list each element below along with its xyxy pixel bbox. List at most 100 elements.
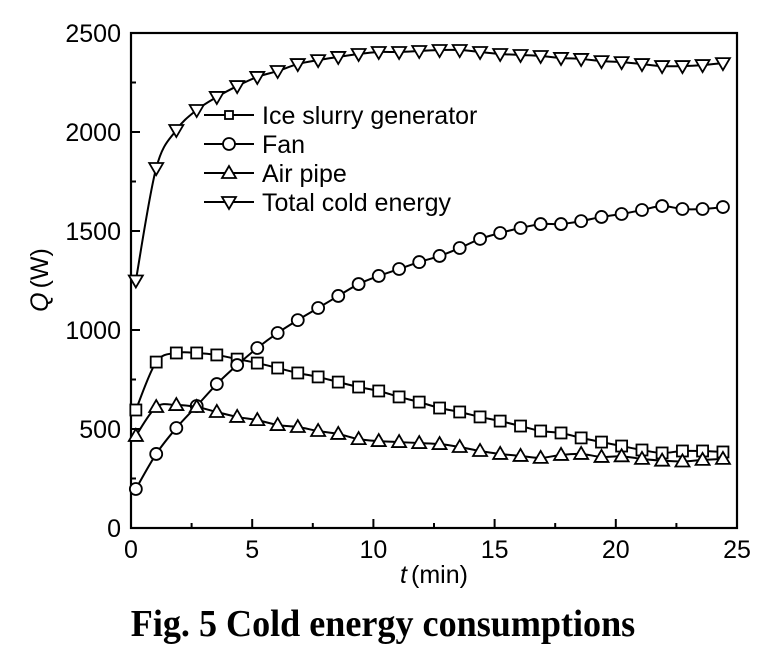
data-point-total-cold-energy bbox=[248, 71, 266, 86]
data-point-air-pipe bbox=[269, 416, 287, 431]
data-point-air-pipe bbox=[592, 448, 611, 463]
data-point-total-cold-energy bbox=[370, 46, 388, 61]
data-point-total-cold-energy bbox=[289, 58, 307, 73]
series-group bbox=[127, 44, 732, 496]
data-point-fan bbox=[149, 447, 164, 461]
y-tick-label: 1500 bbox=[65, 218, 121, 246]
data-point-fan bbox=[270, 326, 285, 340]
data-point-total-cold-energy bbox=[228, 80, 246, 95]
data-point-total-cold-energy bbox=[653, 60, 671, 75]
legend-marker-total-cold-energy bbox=[220, 196, 238, 211]
data-point-fan bbox=[169, 421, 184, 435]
data-point-air-pipe bbox=[228, 408, 246, 423]
data-point-total-cold-energy bbox=[714, 57, 732, 72]
data-point-ice-slurry-generator bbox=[574, 431, 588, 445]
data-point-air-pipe bbox=[572, 445, 590, 460]
data-point-air-pipe bbox=[633, 450, 651, 465]
data-point-ice-slurry-generator bbox=[190, 346, 204, 360]
data-point-fan bbox=[574, 214, 589, 229]
data-point-ice-slurry-generator bbox=[372, 384, 386, 398]
data-point-total-cold-energy bbox=[208, 91, 226, 106]
data-point-total-cold-energy bbox=[491, 48, 509, 63]
data-point-ice-slurry-generator bbox=[514, 419, 527, 433]
data-point-total-cold-energy bbox=[613, 56, 631, 71]
series-line-fan bbox=[134, 205, 724, 490]
legend-marker-air-pipe bbox=[220, 164, 238, 179]
series-line-ice-slurry-generator bbox=[134, 351, 723, 454]
data-point-air-pipe bbox=[613, 447, 631, 463]
data-point-fan bbox=[351, 277, 366, 291]
data-point-fan bbox=[716, 200, 730, 214]
data-point-total-cold-energy bbox=[471, 46, 489, 61]
series-line-total-cold-energy bbox=[134, 48, 724, 281]
x-tick-label: 15 bbox=[481, 536, 509, 564]
data-point-fan bbox=[675, 202, 690, 216]
x-tick-label: 0 bbox=[124, 536, 138, 564]
legend-label: Fan bbox=[262, 131, 305, 159]
data-point-fan bbox=[250, 341, 265, 355]
y-tick-label: 0 bbox=[107, 515, 121, 543]
data-point-ice-slurry-generator bbox=[493, 414, 507, 428]
data-point-ice-slurry-generator bbox=[331, 375, 345, 389]
data-point-total-cold-energy bbox=[694, 59, 712, 74]
data-point-total-cold-energy bbox=[329, 51, 347, 66]
data-point-fan bbox=[371, 269, 386, 283]
data-point-total-cold-energy bbox=[188, 104, 206, 119]
y-axis-label-unit: (W) bbox=[26, 248, 54, 288]
data-point-air-pipe bbox=[390, 433, 408, 448]
data-point-ice-slurry-generator bbox=[311, 370, 325, 384]
data-point-total-cold-energy bbox=[390, 46, 408, 61]
y-tick-label: 2000 bbox=[65, 119, 121, 147]
data-point-fan bbox=[594, 210, 609, 224]
data-point-air-pipe bbox=[673, 452, 692, 468]
data-point-air-pipe bbox=[694, 451, 712, 466]
legend-item-ice-slurry-generator: Ice slurry generator bbox=[204, 102, 477, 130]
x-tick-label: 20 bbox=[602, 536, 630, 564]
data-point-air-pipe bbox=[410, 434, 428, 449]
data-point-total-cold-energy bbox=[431, 44, 449, 59]
data-point-fan bbox=[331, 289, 346, 303]
data-point-air-pipe bbox=[370, 432, 388, 447]
data-point-fan bbox=[452, 241, 467, 255]
data-point-fan bbox=[473, 232, 487, 246]
data-point-fan bbox=[635, 203, 649, 217]
data-point-total-cold-energy bbox=[532, 50, 550, 65]
data-point-fan bbox=[513, 221, 528, 235]
legend-marker-fan bbox=[222, 137, 236, 151]
data-point-ice-slurry-generator bbox=[169, 346, 183, 360]
data-point-fan bbox=[392, 262, 406, 276]
data-point-total-cold-energy bbox=[552, 52, 570, 67]
data-point-fan bbox=[655, 199, 669, 213]
y-axis-label: Q (W) bbox=[26, 248, 54, 312]
y-tick-label: 500 bbox=[79, 416, 121, 444]
data-point-air-pipe bbox=[714, 450, 732, 465]
data-point-fan bbox=[128, 482, 143, 496]
data-point-air-pipe bbox=[188, 398, 206, 413]
data-point-fan bbox=[554, 217, 568, 231]
data-point-total-cold-energy bbox=[511, 49, 530, 64]
data-point-air-pipe bbox=[451, 438, 469, 453]
y-tick-label: 1000 bbox=[65, 317, 121, 345]
data-point-ice-slurry-generator bbox=[453, 405, 467, 419]
data-point-air-pipe bbox=[147, 398, 165, 413]
data-point-fan bbox=[230, 358, 245, 372]
x-tick-label: 25 bbox=[723, 536, 751, 564]
data-point-total-cold-energy bbox=[147, 162, 165, 177]
series-ice-slurry-generator bbox=[129, 346, 730, 460]
data-point-ice-slurry-generator bbox=[129, 403, 143, 417]
data-point-total-cold-energy bbox=[633, 58, 651, 73]
data-point-air-pipe bbox=[248, 411, 266, 426]
data-point-ice-slurry-generator bbox=[412, 395, 426, 409]
data-point-fan bbox=[311, 301, 326, 315]
y-tick-label: 2500 bbox=[65, 20, 121, 48]
data-point-fan bbox=[614, 207, 629, 221]
data-point-air-pipe bbox=[309, 422, 327, 437]
data-point-fan bbox=[695, 202, 710, 216]
data-point-ice-slurry-generator bbox=[433, 401, 446, 415]
data-point-ice-slurry-generator bbox=[250, 356, 264, 370]
data-point-fan bbox=[290, 313, 305, 328]
data-point-total-cold-energy bbox=[350, 48, 368, 63]
y-axis-label-var: Q bbox=[26, 292, 54, 311]
axis-ticks: 0 5 10 15 20 25 0 500 1000 1500 2000 2500 bbox=[65, 20, 751, 564]
data-point-fan bbox=[412, 255, 427, 269]
